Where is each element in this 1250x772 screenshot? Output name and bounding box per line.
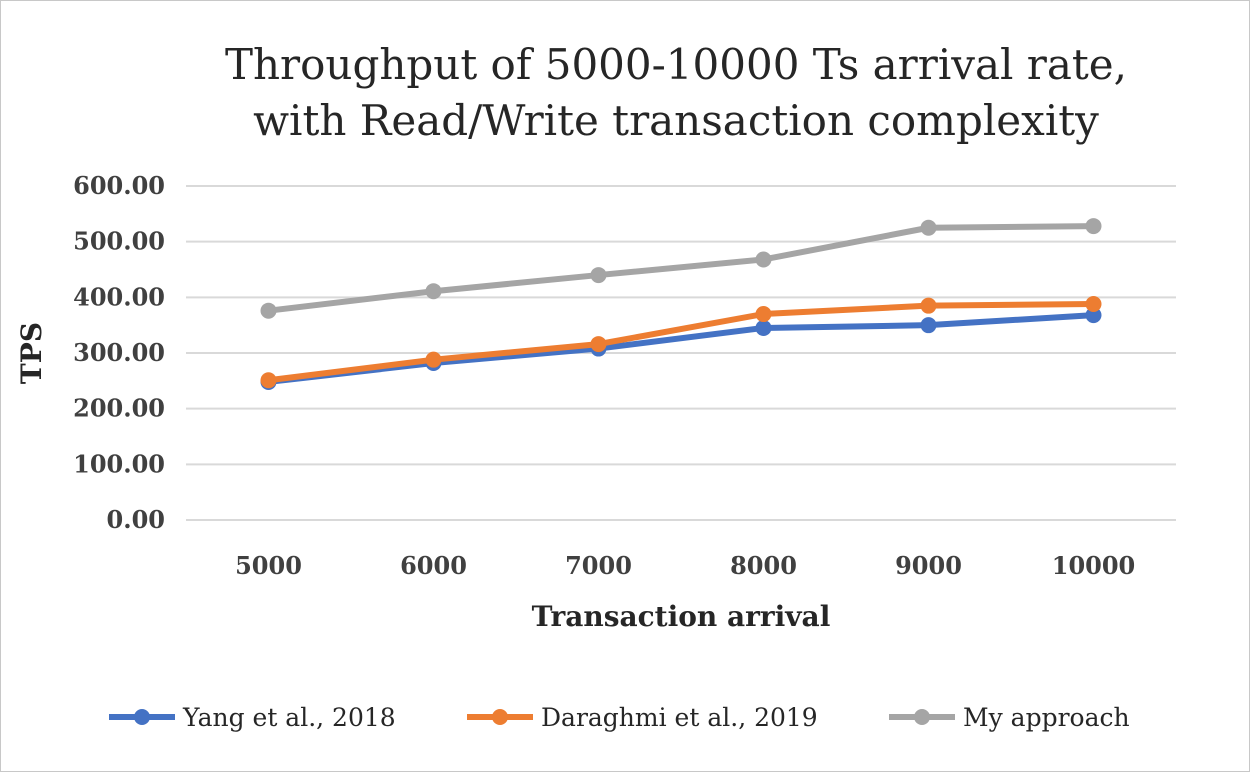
series-line [265, 223, 1097, 314]
data-point [920, 317, 937, 334]
y-axis-label: TPS [15, 322, 48, 384]
chart-title-line-1: Throughput of 5000-10000 Ts arrival rate… [225, 40, 1127, 89]
data-point [425, 283, 442, 300]
data-point [425, 351, 442, 368]
data-point [1085, 296, 1102, 313]
x-tick-label: 10000 [1052, 551, 1136, 580]
legend-swatch-marker [914, 709, 930, 725]
x-tick-label: 5000 [235, 551, 302, 580]
gridlines [186, 185, 1176, 521]
legend-item: Daraghmi et al., 2019 [467, 703, 818, 732]
y-tick-label: 600.00 [73, 171, 165, 200]
x-axis-ticks: 5000 6000 7000 8000 9000 10000 [235, 551, 1135, 580]
y-tick-label: 200.00 [73, 394, 165, 423]
chart-title-line-2: with Read/Write transaction complexity [253, 96, 1099, 145]
legend: Yang et al., 2018 Daraghmi et al., 2019 My… [109, 703, 1130, 732]
series-2 [260, 296, 1102, 389]
legend-label: Yang et al., 2018 [182, 703, 396, 732]
data-point [755, 306, 772, 323]
series-3 [260, 218, 1102, 319]
legend-item: Yang et al., 2018 [109, 703, 396, 732]
x-axis-label: Transaction arrival [532, 600, 831, 633]
x-tick-label: 7000 [565, 551, 632, 580]
data-point [755, 319, 772, 336]
data-point [260, 302, 277, 319]
series-line [265, 312, 1097, 385]
series-1 [260, 307, 1102, 390]
x-tick-label: 6000 [400, 551, 467, 580]
x-tick-label: 9000 [895, 551, 962, 580]
data-point [755, 251, 772, 268]
data-point [1085, 307, 1102, 324]
y-tick-label: 400.00 [73, 282, 165, 311]
legend-label: Daraghmi et al., 2019 [541, 703, 818, 732]
data-point [260, 372, 277, 389]
data-point [590, 267, 607, 284]
x-tick-label: 8000 [730, 551, 797, 580]
legend-swatch-marker [134, 709, 150, 725]
data-point [920, 219, 937, 236]
legend-swatch-marker [492, 709, 508, 725]
data-point [1085, 218, 1102, 235]
y-tick-label: 0.00 [107, 505, 165, 534]
series-line [265, 301, 1097, 384]
data-point [590, 336, 607, 353]
series-lines [260, 218, 1102, 390]
y-tick-label: 500.00 [73, 227, 165, 256]
y-tick-label: 300.00 [73, 338, 165, 367]
legend-item: My approach [889, 703, 1130, 732]
data-point [920, 297, 937, 314]
y-tick-label: 100.00 [73, 449, 165, 478]
legend-label: My approach [963, 703, 1130, 732]
y-axis-ticks: 0.00 100.00 200.00 300.00 400.00 500.00 600.00 [73, 171, 165, 534]
